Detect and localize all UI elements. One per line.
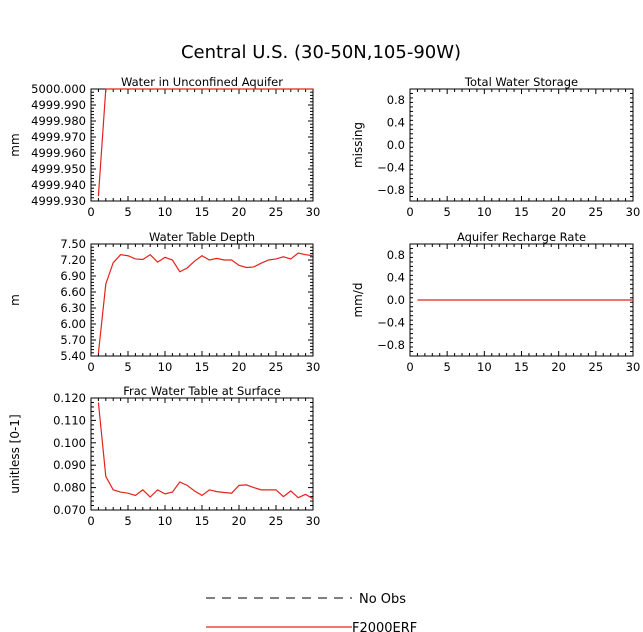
x-tick-label: 10	[477, 205, 492, 219]
y-tick-label: 0.070	[53, 503, 86, 517]
y-tick-label: 0.4	[387, 271, 405, 285]
y-tick-label: 0.090	[53, 458, 86, 472]
y-tick-label: −0.4	[377, 160, 405, 174]
x-tick-label: 25	[269, 514, 284, 528]
y-tick-label: 6.60	[60, 285, 86, 299]
y-tick-label: 7.20	[60, 253, 86, 267]
series-line-f2000erf	[97, 88, 313, 197]
y-tick-label: 4999.930	[31, 194, 86, 208]
x-tick-label: 5	[124, 205, 131, 219]
series-line-f2000erf	[97, 252, 314, 354]
x-tick-label: 15	[195, 205, 210, 219]
legend: No Obs F2000ERF	[206, 592, 417, 632]
x-tick-label: 5	[124, 360, 131, 374]
y-axis-label: missing	[351, 122, 365, 168]
x-tick-label: 5	[124, 514, 131, 528]
panel-water-in-unconfined-aquifer: Water in Unconfined Aquifer mm 0 5 10 15 20 25 3…	[8, 75, 320, 219]
panel-total-water-storage: Total Water Storage missing 0 5 10 15 20 25 30 −0…	[351, 75, 640, 219]
panel-title: Frac Water Table at Surface	[123, 384, 281, 398]
plot-frame	[409, 88, 634, 202]
x-tick-label: 0	[87, 514, 94, 528]
y-tick-label: 0.120	[53, 391, 86, 405]
x-tick-label: 10	[158, 514, 173, 528]
y-tick-label: −0.8	[377, 183, 405, 197]
y-tick-label: 0.8	[387, 248, 405, 262]
x-tick-label: 30	[306, 360, 321, 374]
x-tick-label: 30	[306, 205, 321, 219]
x-tick-label: 20	[232, 514, 247, 528]
y-tick-label: 6.30	[60, 301, 86, 315]
y-tick-label: 4999.960	[31, 146, 86, 160]
y-tick-label: 0.0	[387, 293, 405, 307]
x-tick-label: 15	[195, 360, 210, 374]
y-tick-label: 0.4	[387, 116, 405, 130]
y-tick-label: 4999.980	[31, 114, 86, 128]
y-tick-label: 0.080	[53, 481, 86, 495]
panel-frac-water-table-at-surface: Frac Water Table at Surface unitless [0-1…	[8, 384, 320, 528]
x-tick-label: 15	[195, 514, 210, 528]
y-axis-label: mm/d	[351, 282, 365, 317]
y-tick-label: 6.00	[60, 317, 86, 331]
y-tick-label: 7.50	[60, 237, 86, 251]
x-tick-label: 20	[232, 205, 247, 219]
y-tick-label: 6.90	[60, 269, 86, 283]
x-tick-label: 25	[589, 360, 604, 374]
x-tick-label: 30	[626, 205, 641, 219]
panel-aquifer-recharge-rate: Aquifer Recharge Rate mm/d 0 5 10 15 20 25 30 −0.…	[351, 230, 640, 374]
y-axis-label: mm	[8, 133, 22, 156]
y-tick-label: 0.110	[53, 413, 86, 427]
x-tick-label: 30	[626, 360, 641, 374]
x-tick-label: 0	[406, 205, 413, 219]
x-tick-label: 0	[406, 360, 413, 374]
x-tick-label: 25	[269, 360, 284, 374]
x-tick-label: 15	[514, 205, 529, 219]
y-tick-label: 5.70	[60, 333, 86, 347]
x-tick-label: 25	[269, 205, 284, 219]
panel-title: Water in Unconfined Aquifer	[121, 75, 283, 89]
y-tick-label: 4999.970	[31, 130, 86, 144]
y-tick-label: 0.100	[53, 436, 86, 450]
y-tick-label: 0.0	[387, 138, 405, 152]
x-tick-label: 10	[158, 205, 173, 219]
legend-label-f2000erf: F2000ERF	[352, 621, 417, 632]
x-tick-label: 0	[87, 205, 94, 219]
x-tick-label: 0	[87, 360, 94, 374]
figure-title: Central U.S. (30-50N,105-90W)	[181, 42, 461, 63]
x-tick-label: 25	[589, 205, 604, 219]
plot-frame	[90, 243, 314, 357]
y-axis-label: unitless [0-1]	[8, 414, 22, 493]
y-tick-label: −0.8	[377, 338, 405, 352]
x-tick-label: 10	[477, 360, 492, 374]
x-tick-label: 5	[444, 360, 451, 374]
panel-title: Water Table Depth	[149, 230, 255, 244]
y-axis-label: m	[8, 294, 22, 306]
x-tick-label: 20	[232, 360, 247, 374]
x-tick-label: 15	[514, 360, 529, 374]
y-tick-label: 5000.000	[31, 82, 86, 96]
x-tick-label: 30	[306, 514, 321, 528]
y-tick-label: −0.4	[377, 315, 405, 329]
y-tick-label: 4999.950	[31, 162, 86, 176]
y-tick-label: 0.8	[387, 93, 405, 107]
y-tick-label: 4999.990	[31, 98, 86, 112]
x-tick-label: 20	[551, 205, 566, 219]
panel-title: Aquifer Recharge Rate	[457, 230, 586, 244]
panel-title: Total Water Storage	[464, 75, 578, 89]
y-tick-label: 4999.940	[31, 178, 86, 192]
x-tick-label: 20	[551, 360, 566, 374]
panel-water-table-depth: Water Table Depth m 0 5 10 15 20 25 30 5.40 5.70 6.…	[8, 230, 320, 374]
x-tick-label: 5	[444, 205, 451, 219]
legend-label-no-obs: No Obs	[359, 592, 406, 607]
series-line-f2000erf	[97, 402, 314, 500]
y-tick-label: 5.40	[60, 349, 86, 363]
x-tick-label: 10	[158, 360, 173, 374]
plot-frame	[90, 88, 314, 202]
